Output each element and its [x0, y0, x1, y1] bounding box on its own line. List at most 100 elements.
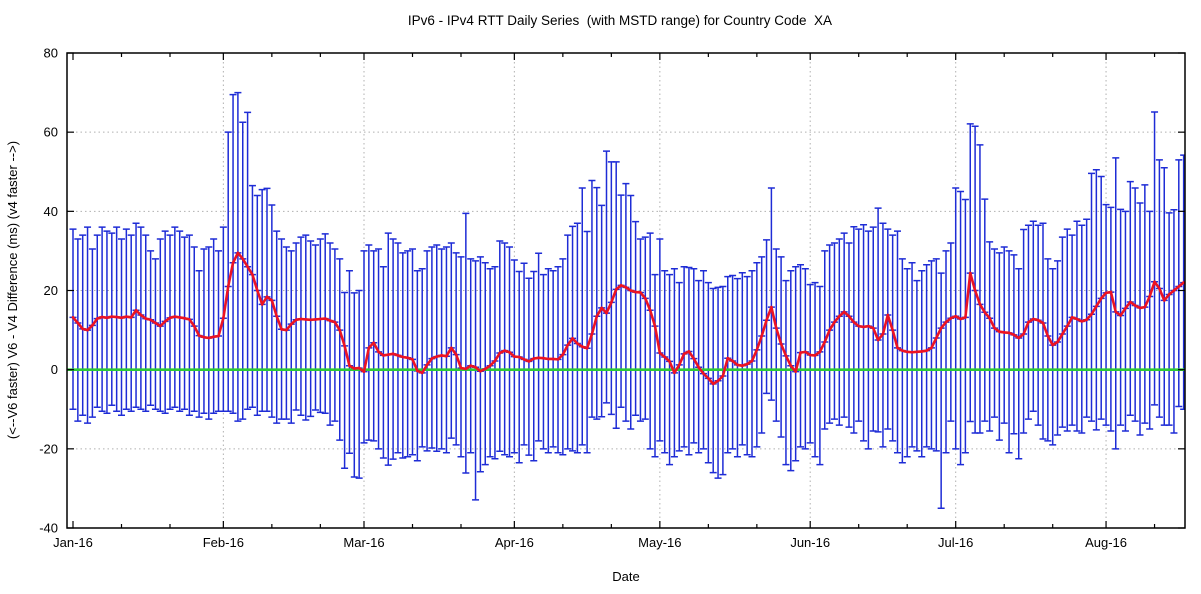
mean-point: [1022, 332, 1025, 336]
error-bar: [336, 258, 344, 441]
mean-point: [939, 326, 943, 330]
error-bar: [743, 275, 751, 456]
mean-point: [1167, 293, 1171, 296]
mean-point: [498, 351, 502, 355]
mean-point: [415, 369, 419, 373]
error-bar: [79, 234, 87, 416]
error-bar: [205, 246, 213, 420]
error-bar: [961, 198, 969, 454]
mean-point: [197, 334, 201, 338]
error-bar: [535, 252, 543, 442]
error-bar: [486, 267, 494, 458]
mean-point: [309, 318, 313, 322]
error-bar: [239, 121, 247, 420]
x-tick-label: Jan-16: [53, 535, 93, 550]
mean-line-series: [71, 251, 1185, 386]
mean-point: [668, 359, 671, 363]
mean-point: [241, 257, 245, 261]
error-bar: [530, 270, 538, 462]
mean-point: [576, 342, 579, 345]
mean-point: [71, 316, 75, 319]
mean-point: [129, 316, 133, 319]
mean-point: [1133, 304, 1137, 307]
mean-point: [542, 356, 545, 360]
mean-point: [246, 265, 250, 269]
mean-point: [595, 314, 599, 318]
mean-point: [270, 298, 274, 302]
mean-point: [134, 308, 138, 312]
mean-point: [619, 283, 623, 287]
error-bar: [132, 222, 140, 409]
mean-point: [847, 314, 851, 318]
mean-point: [110, 315, 114, 319]
error-bar: [1029, 220, 1037, 412]
mean-point: [1143, 305, 1147, 309]
mean-point: [1104, 291, 1108, 295]
error-bar: [438, 248, 446, 450]
error-bar: [360, 250, 368, 444]
error-bar: [1165, 212, 1173, 426]
mean-point: [634, 290, 637, 294]
mean-point: [726, 356, 730, 360]
error-bar: [991, 248, 998, 418]
error-bar: [894, 230, 901, 454]
error-bar: [942, 250, 950, 454]
mean-point: [934, 336, 938, 340]
mean-point: [643, 297, 647, 300]
mean-point: [275, 314, 279, 318]
mean-point: [280, 327, 283, 331]
error-bar: [496, 240, 504, 452]
error-bar: [670, 267, 678, 458]
error-bar: [93, 234, 101, 409]
error-bar: [578, 187, 586, 446]
error-bar: [782, 279, 790, 466]
error-bars-series: [69, 91, 1185, 509]
error-bar: [244, 111, 252, 410]
mean-point: [760, 334, 764, 338]
mean-point: [1046, 334, 1050, 338]
error-bar: [229, 93, 237, 414]
error-bar: [1044, 258, 1052, 442]
mean-point: [1119, 314, 1122, 317]
error-bar: [98, 226, 106, 412]
mean-point: [833, 320, 836, 324]
mean-point: [255, 289, 259, 292]
error-bar: [588, 179, 596, 418]
error-bar: [1175, 159, 1183, 408]
error-bar: [864, 230, 872, 450]
mean-point: [852, 320, 856, 324]
mean-point: [954, 314, 958, 318]
mean-point: [401, 355, 405, 359]
y-tick-label: 20: [44, 283, 58, 298]
mean-point: [81, 327, 85, 331]
error-bar: [1170, 209, 1178, 434]
error-bar: [355, 289, 363, 479]
error-bar: [792, 266, 800, 462]
mean-point: [508, 350, 511, 354]
error-bar: [636, 238, 644, 422]
mean-point: [867, 324, 870, 328]
mean-point: [76, 321, 80, 325]
mean-point: [1158, 287, 1161, 290]
error-bar: [108, 232, 116, 407]
mean-point: [1017, 336, 1021, 340]
mean-point: [663, 355, 667, 359]
y-tick-labels: 80 60 40 20 0 -20 -40: [39, 46, 58, 536]
error-bar: [185, 234, 193, 416]
error-bar: [292, 242, 300, 411]
mean-point: [1128, 300, 1132, 304]
error-bar: [418, 267, 426, 448]
mean-point: [993, 326, 996, 330]
mean-point: [314, 317, 317, 321]
error-bar: [927, 260, 935, 450]
mean-point: [173, 315, 177, 319]
mean-point: [537, 356, 540, 360]
error-bar: [903, 267, 911, 458]
error-bar: [394, 242, 402, 454]
mean-point: [328, 319, 332, 322]
error-bar: [200, 248, 208, 414]
error-bar: [1088, 172, 1095, 422]
mean-point: [411, 357, 414, 361]
mean-point: [639, 291, 642, 294]
mean-point: [692, 357, 696, 360]
